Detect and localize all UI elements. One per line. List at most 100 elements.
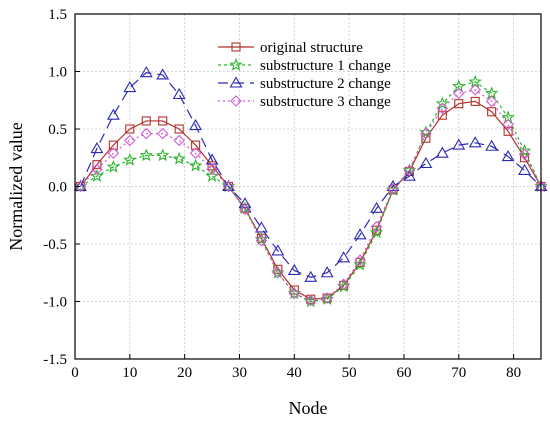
square-marker (191, 140, 201, 150)
triangle-marker (320, 266, 334, 278)
star-marker (90, 169, 104, 182)
triangle-marker (370, 201, 383, 213)
triangle-marker (435, 146, 449, 158)
triangle-marker (419, 156, 433, 169)
triangle-marker (90, 141, 104, 154)
triangle-marker (304, 270, 318, 282)
diamond-marker (272, 266, 284, 279)
axes: 0 10 20 30 40 50 60 70 80 -1.5 -1.0 -0.5 0.0 0.5 1.0 1.… (43, 7, 521, 381)
square-marker (273, 264, 283, 274)
triangle-marker (156, 68, 170, 80)
y-tick-label: -1.5 (43, 352, 67, 368)
series-substructure-3-change (74, 84, 547, 307)
diamond-marker (469, 84, 481, 96)
diamond-marker (206, 163, 218, 176)
diamond-marker (140, 127, 153, 140)
diamond-marker (436, 102, 449, 115)
diamond-marker (518, 148, 531, 161)
triangle-marker (172, 87, 186, 100)
square-marker (108, 140, 118, 150)
star-marker (353, 257, 367, 271)
legend: original structure substructure 1 change s… (218, 40, 391, 110)
grid (74, 13, 541, 360)
triangle-marker (402, 169, 416, 181)
triangle-marker (106, 108, 120, 120)
diamond-marker (387, 183, 399, 195)
star-marker (156, 148, 170, 162)
diamond-marker (124, 134, 136, 147)
square-marker (174, 124, 184, 134)
triangle-marker (287, 263, 301, 276)
diamond-marker (288, 287, 301, 300)
diamond-marker (403, 164, 416, 177)
star-marker (205, 169, 219, 182)
triangle-marker (254, 221, 268, 233)
square-marker (503, 126, 513, 136)
square-marker (437, 110, 447, 120)
star-marker (435, 96, 449, 110)
square-marker (125, 124, 135, 134)
diamond-marker (452, 87, 465, 100)
diamond-marker (156, 127, 169, 140)
legend-label: original structure (260, 40, 363, 56)
triangle-marker (189, 118, 203, 131)
x-tick-label: 70 (451, 365, 466, 381)
legend-entry: substructure 1 change (218, 58, 391, 74)
x-tick-label: 80 (506, 365, 521, 381)
square-marker (454, 99, 464, 109)
triangle-marker (452, 138, 466, 150)
x-tick-label: 40 (287, 365, 302, 381)
series-layer (73, 66, 548, 308)
diamond-marker (91, 163, 103, 176)
triangle-marker (229, 76, 243, 88)
diamond-marker (502, 118, 514, 131)
star-marker (106, 159, 121, 173)
triangle-marker (74, 179, 87, 192)
x-axis-label: Node (289, 398, 328, 418)
diamond-marker (485, 95, 498, 108)
triangle-marker (222, 179, 235, 192)
series-line (80, 100, 542, 300)
triangle-marker (468, 136, 482, 148)
star-marker (229, 58, 243, 71)
series-line (79, 72, 542, 278)
diamond-marker (321, 292, 333, 304)
diamond-marker (189, 147, 202, 159)
legend-entry: original structure (218, 40, 363, 56)
triangle-marker (485, 139, 499, 151)
diamond-marker (304, 294, 317, 307)
star-marker (369, 225, 384, 239)
legend-label: substructure 1 change (260, 58, 391, 74)
diamond-marker (239, 203, 251, 216)
y-tick-label: -0.5 (43, 237, 67, 253)
y-axis-label: Normalized value (6, 122, 26, 250)
diamond-marker (420, 127, 432, 140)
star-marker (172, 151, 186, 165)
triangle-marker (271, 244, 285, 256)
diamond-marker (107, 147, 120, 159)
square-marker (487, 107, 497, 117)
y-tick-label: -1.0 (43, 295, 67, 311)
x-tick-label: 0 (71, 365, 79, 381)
square-marker (231, 42, 241, 52)
triangle-marker (518, 163, 532, 175)
y-tick-label: 1.0 (48, 65, 67, 81)
star-marker (188, 158, 203, 172)
square-marker (158, 116, 168, 126)
triangle-marker (501, 150, 515, 162)
star-marker (139, 148, 153, 162)
legend-entry: substructure 2 change (218, 76, 391, 92)
diamond-marker (337, 278, 350, 291)
star-marker (517, 143, 532, 157)
diamond-marker (230, 95, 242, 107)
legend-label: substructure 2 change (260, 76, 391, 92)
y-tick-label: 0.0 (48, 180, 67, 196)
triangle-marker (353, 228, 367, 240)
triangle-marker (337, 251, 351, 263)
legend-label: substructure 3 change (260, 94, 391, 110)
y-tick-label: 0.5 (48, 122, 67, 138)
diamond-marker (222, 180, 235, 193)
diamond-marker (255, 234, 268, 247)
x-tick-label: 30 (232, 365, 247, 381)
